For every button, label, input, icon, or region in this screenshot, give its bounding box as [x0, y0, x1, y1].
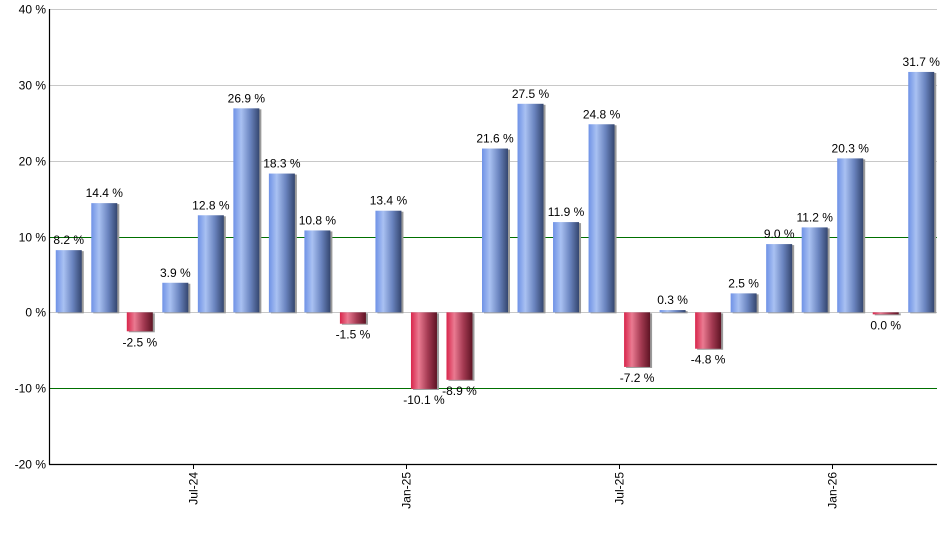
y-tick-label: 0 %: [25, 306, 46, 320]
bar: [268, 173, 295, 313]
bar: [766, 244, 793, 313]
bar: [695, 312, 722, 349]
bar: [801, 227, 828, 313]
bar-value-label: 10.8 %: [299, 213, 337, 227]
bar-value-label: 0.0 %: [870, 318, 901, 332]
bar: [837, 158, 864, 313]
bar-value-label: 27.5 %: [512, 87, 550, 101]
bar: [304, 230, 331, 313]
bar: [482, 148, 508, 313]
y-tick-label: -10 %: [15, 382, 47, 396]
bar-value-label: 18.3 %: [263, 157, 301, 171]
bar-value-label: -1.5 %: [336, 328, 371, 342]
y-tick-label: -20 %: [15, 458, 47, 472]
bar-series: [55, 71, 937, 390]
bar-value-label: -7.2 %: [620, 371, 655, 385]
bar: [339, 312, 366, 324]
x-tick-label: Jul-24: [187, 472, 201, 505]
bar-value-label: 11.2 %: [796, 210, 833, 224]
bar: [517, 103, 544, 313]
bar: [55, 250, 82, 313]
bar: [126, 312, 153, 332]
bar: [872, 312, 899, 315]
x-axis: Jul-24 Jan-25 Jul-25 Jan-26: [49, 463, 937, 509]
bar-value-label: -4.8 %: [691, 353, 726, 367]
x-tick-label: Jan-26: [826, 472, 840, 509]
y-tick-label: 40 %: [19, 3, 47, 17]
bar-value-label: 14.4 %: [86, 186, 124, 200]
bar-value-label: 26.9 %: [228, 91, 266, 105]
x-tick-label: Jan-25: [400, 472, 414, 509]
value-labels: 8.2 % 14.4 % -2.5 % 3.9 % 12.8 % 26.9 % 18.3 %…: [53, 55, 940, 407]
bar-value-label: 3.9 %: [160, 266, 191, 280]
bar: [588, 124, 615, 313]
bar-value-label: 21.6 %: [476, 132, 514, 146]
y-axis: 40 % 30 % 20 % 10 % 0 % -10 % -20 %: [15, 3, 51, 472]
bar: [375, 210, 402, 313]
bar-value-label: -2.5 %: [122, 335, 157, 349]
bar-value-label: -10.1 %: [403, 393, 445, 407]
bar: [410, 312, 437, 389]
bar-value-label: 11.9 %: [548, 205, 585, 219]
bar-value-label: -8.9 %: [442, 384, 477, 398]
bar: [233, 108, 260, 313]
bar: [908, 71, 935, 313]
bar: [162, 282, 189, 313]
y-tick-label: 10 %: [19, 231, 47, 245]
bar: [659, 310, 686, 313]
bar: [624, 312, 651, 367]
bar-value-label: 20.3 %: [832, 141, 870, 155]
bar-value-label: 9.0 %: [764, 227, 795, 241]
bar: [553, 222, 580, 313]
bar-value-label: 2.5 %: [728, 276, 759, 290]
bar-value-label: 13.4 %: [370, 194, 408, 208]
bar-value-label: 24.8 %: [583, 107, 621, 121]
x-tick-label: Jul-25: [613, 472, 627, 505]
bar-value-label: 31.7 %: [903, 55, 940, 69]
y-tick-label: 30 %: [19, 79, 47, 93]
bar: [446, 312, 473, 380]
bar-value-label: 8.2 %: [53, 233, 84, 247]
bar-value-label: 12.8 %: [192, 198, 230, 212]
bar: [730, 293, 757, 313]
y-tick-label: 20 %: [19, 155, 47, 169]
bar-value-label: 0.3 %: [657, 293, 688, 307]
bar: [197, 215, 224, 313]
bar: [91, 203, 118, 313]
